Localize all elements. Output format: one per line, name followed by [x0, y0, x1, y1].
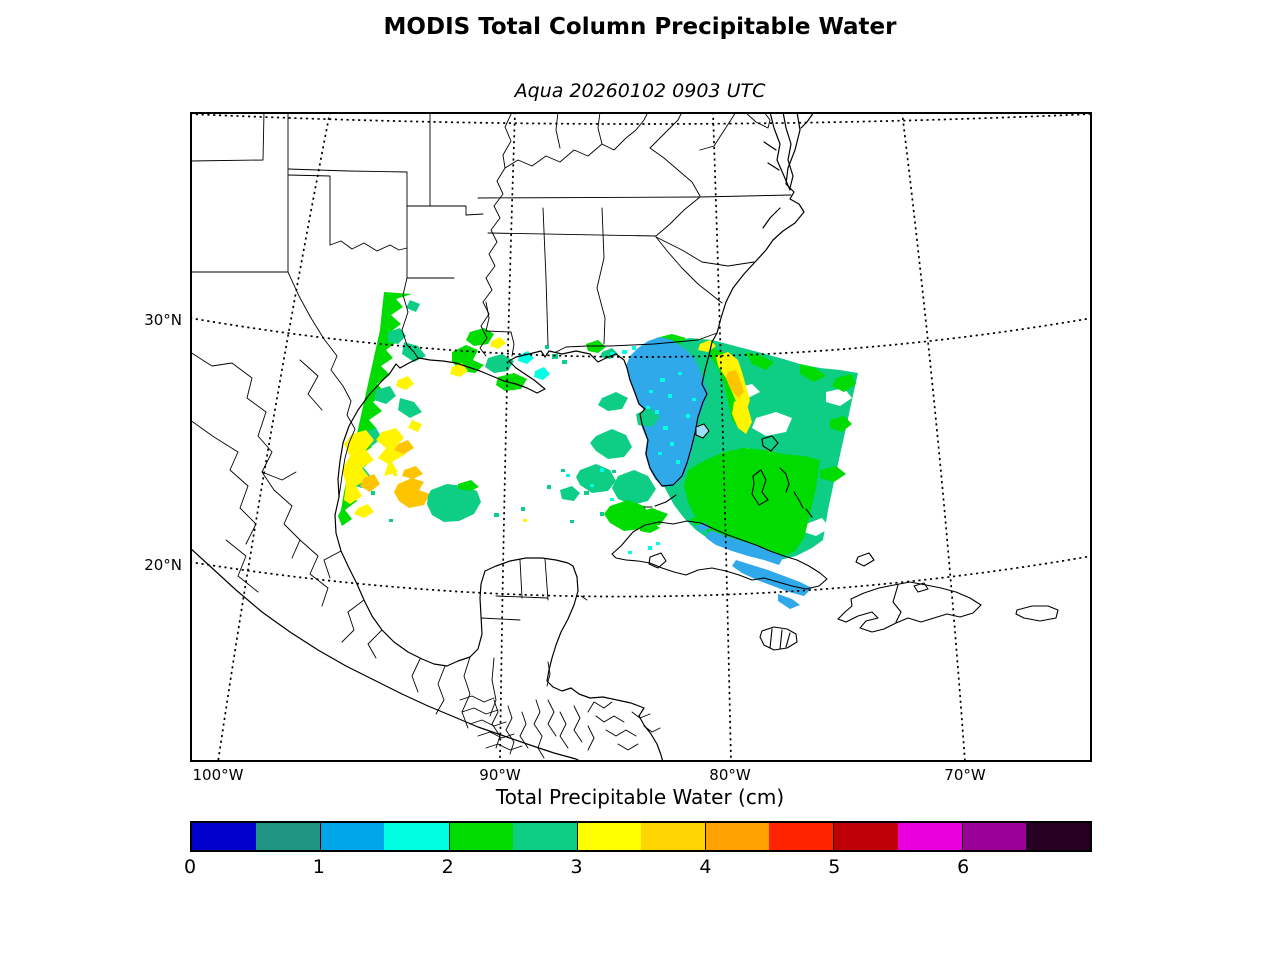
gridline-80w — [713, 112, 731, 762]
colorbar-tick-mark — [576, 823, 578, 850]
map-panel — [190, 112, 1092, 762]
colorbar-segment-10 — [833, 823, 898, 850]
graticule — [190, 112, 1092, 762]
gridline-40n — [190, 114, 1092, 124]
colorbar-segment-1 — [256, 823, 321, 850]
colorbar-segment-8 — [705, 823, 770, 850]
lon-tick-80w: 80°W — [709, 766, 751, 784]
colorbar-segment-9 — [769, 823, 834, 850]
hispaniola-coastline — [838, 582, 981, 632]
lat-tick-30n: 30°N — [144, 311, 182, 329]
colorbar-segment-4 — [448, 823, 513, 850]
lake-okeechobee — [696, 424, 709, 438]
gridline-20n — [190, 556, 1092, 597]
colorbar-label: Total Precipitable Water (cm) — [495, 785, 785, 809]
colorbar-segment-2 — [320, 823, 385, 850]
colorbar-segment-5 — [512, 823, 577, 850]
figure-subtitle: Aqua 20260102 0903 UTC — [514, 80, 766, 102]
colorbar-segment-6 — [576, 823, 641, 850]
lon-tick-90w: 90°W — [479, 766, 521, 784]
map-canvas — [190, 112, 1092, 762]
colorbar-segment-0 — [192, 823, 257, 850]
colorbar-segment-3 — [384, 823, 449, 850]
lon-tick-70w: 70°W — [944, 766, 986, 784]
gridline-100w — [218, 112, 330, 762]
colorbar-tick-mark — [320, 823, 322, 850]
colorbar-tick-mark — [448, 823, 450, 850]
colorbar-tick-mark — [833, 823, 835, 850]
colorbar-segment-12 — [961, 823, 1026, 850]
jamaica-coastline — [760, 627, 797, 650]
map-frame — [190, 112, 1092, 762]
colorbar-tick-labels: 0 1 2 3 4 5 6 — [184, 856, 1092, 882]
colorbar-tick-label-0: 0 — [183, 856, 197, 878]
florida-keys — [644, 495, 676, 507]
colorbar-tick-label-3: 3 — [570, 856, 583, 878]
colorbar-segment-13 — [1025, 823, 1090, 850]
colorbar-tick-label-5: 5 — [828, 856, 841, 878]
colorbar-tick-label-4: 4 — [699, 856, 712, 878]
colorbar — [190, 821, 1092, 852]
isla-juventud — [649, 553, 666, 568]
precipitable-water-swaths — [338, 292, 858, 609]
lon-tick-100w: 100°W — [192, 766, 244, 784]
cuba-coastline — [612, 521, 827, 589]
colorbar-tick-label-1: 1 — [312, 856, 325, 878]
colorbar-tick-label-6: 6 — [957, 856, 970, 878]
colorbar-tick-label-2: 2 — [441, 856, 454, 878]
lat-tick-20n: 20°N — [144, 556, 182, 574]
state-borders — [190, 112, 791, 758]
figure-title: MODIS Total Column Precipitable Water — [383, 14, 897, 40]
puerto-rico-coastline — [1016, 606, 1058, 621]
colorbar-segment-7 — [640, 823, 706, 850]
gridline-70w — [902, 112, 965, 762]
colorbar-tick-mark — [705, 823, 707, 850]
islands — [612, 436, 1058, 650]
colorbar-tick-mark — [961, 823, 963, 850]
gridline-30n — [190, 318, 1092, 357]
gridline-90w — [500, 112, 515, 762]
colorbar-segment-11 — [897, 823, 962, 850]
